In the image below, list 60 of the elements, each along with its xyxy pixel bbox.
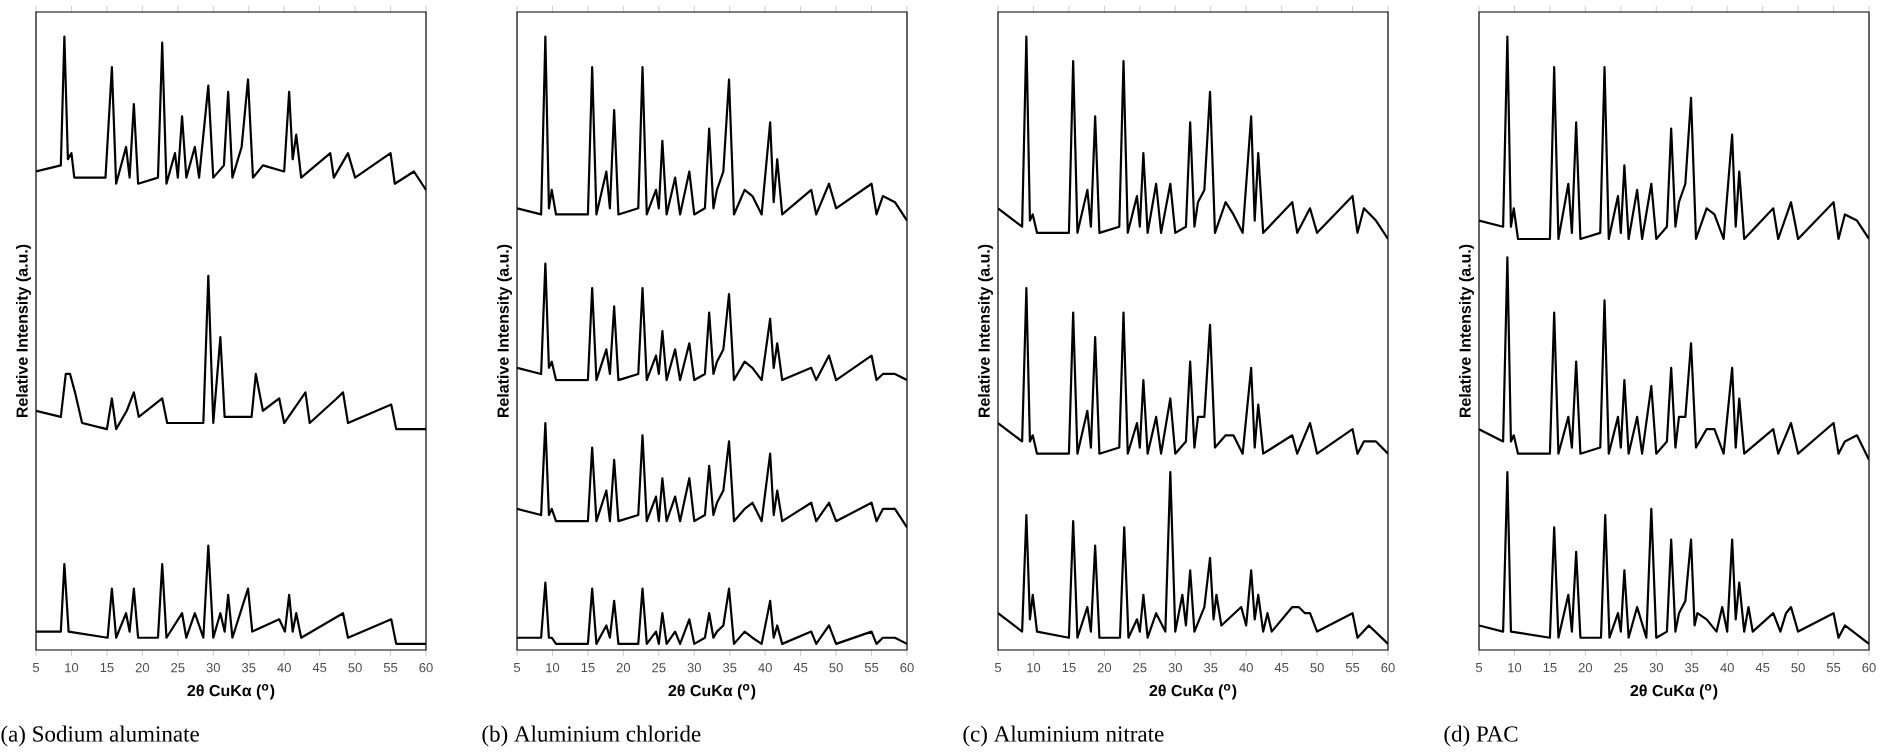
x-tick-label: 15: [100, 663, 114, 673]
x-tick-label: 55: [1826, 663, 1841, 673]
x-tick-label: 25: [1614, 663, 1628, 673]
x-tick-label: 5: [1475, 663, 1483, 673]
x-tick-label: 5: [994, 663, 1002, 673]
x-tick-label: 35: [242, 663, 256, 673]
x-axis-title: 2θ CuKα ($^{o}$): [1149, 684, 1237, 700]
x-tick-label: 15: [1543, 663, 1557, 673]
x-tick-label: 40: [1720, 663, 1734, 673]
x-tick-label: 20: [135, 663, 150, 673]
x-tick-label: 55: [864, 663, 879, 673]
x-tick-label: 5: [32, 663, 40, 673]
x-tick-label: 55: [1345, 663, 1360, 673]
x-tick-label: 5: [513, 663, 521, 673]
x-tick-label: 10: [546, 663, 560, 673]
x-tick-label: 25: [652, 663, 666, 673]
x-tick-label: 45: [793, 663, 808, 673]
x-tick-label: 50: [348, 663, 362, 673]
x-tick-label: 30: [206, 663, 220, 673]
x-tick-label: 10: [65, 663, 79, 673]
x-axis-title: 2θ CuKα ($^{o}$): [187, 684, 275, 700]
x-tick-label: 30: [1649, 663, 1663, 673]
x-axis-title: 2θ CuKα ($^{o}$): [1630, 684, 1718, 700]
x-tick-label: 50: [829, 663, 843, 673]
text: (c) Aluminium nitrate: [963, 725, 1164, 747]
x-tick-label: 50: [1791, 663, 1805, 673]
x-tick-label: 45: [312, 663, 327, 673]
x-axis-title: 2θ CuKα ($^{o}$): [668, 684, 756, 700]
x-tick-label: 35: [723, 663, 737, 673]
x-tick-label: 60: [1862, 663, 1876, 673]
x-tick-label: 40: [758, 663, 772, 673]
x-tick-label: 55: [383, 663, 398, 673]
x-tick-label: 45: [1755, 663, 1770, 673]
x-tick-label: 10: [1027, 663, 1041, 673]
x-tick-label: 10: [1508, 663, 1522, 673]
x-tick-label: 25: [1133, 663, 1147, 673]
x-tick-label: 30: [1168, 663, 1182, 673]
x-tick-label: 15: [1062, 663, 1076, 673]
x-tick-label: 60: [419, 663, 433, 673]
x-tick-label: 35: [1204, 663, 1218, 673]
y-axis-title: Relative Intensity (a.u.): [497, 244, 512, 418]
x-tick-label: 40: [277, 663, 291, 673]
y-axis-title: Relative Intensity (a.u.): [978, 244, 993, 418]
x-tick-label: 45: [1274, 663, 1289, 673]
x-tick-label: 30: [687, 663, 701, 673]
x-tick-label: 60: [900, 663, 914, 673]
text: (a) Sodium aluminate: [1, 725, 199, 747]
text: (d) PAC: [1444, 725, 1518, 747]
x-tick-label: 60: [1381, 663, 1395, 673]
x-tick-label: 20: [616, 663, 631, 673]
x-tick-label: 20: [1097, 663, 1112, 673]
x-tick-label: 20: [1578, 663, 1593, 673]
x-tick-label: 35: [1685, 663, 1699, 673]
x-tick-label: 40: [1239, 663, 1253, 673]
y-axis-title: Relative Intensity (a.u.): [16, 244, 31, 418]
x-tick-label: 25: [171, 663, 185, 673]
y-axis-title: Relative Intensity (a.u.): [1459, 244, 1474, 418]
x-tick-label: 15: [581, 663, 595, 673]
x-tick-label: 50: [1310, 663, 1324, 673]
text: (b) Aluminium chloride: [482, 725, 701, 747]
